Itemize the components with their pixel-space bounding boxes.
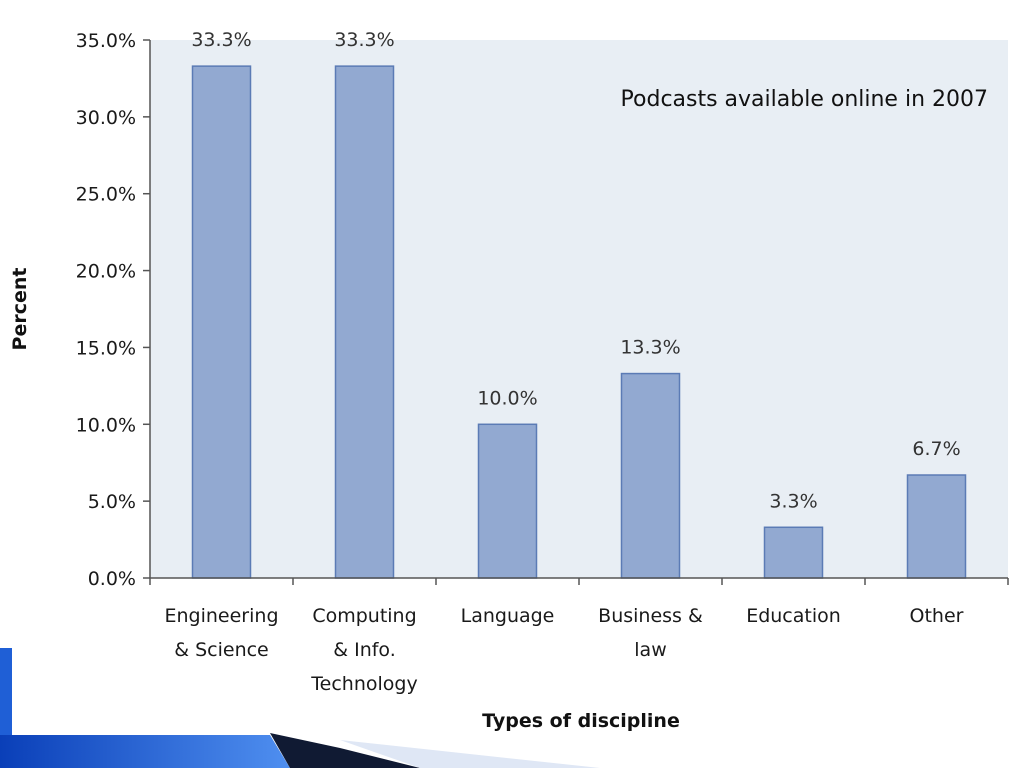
x-tick-label: Language <box>461 605 555 627</box>
y-tick-label: 15.0% <box>76 337 136 359</box>
y-tick-label: 30.0% <box>76 107 136 129</box>
data-label: 33.3% <box>334 29 394 51</box>
decor-bottom-band <box>0 735 290 768</box>
x-tick-label: Business & law <box>598 605 703 661</box>
x-axis-title: Types of discipline <box>482 710 680 732</box>
data-label: 13.3% <box>620 337 680 359</box>
y-tick-label: 5.0% <box>88 491 136 513</box>
y-tick-label: 20.0% <box>76 261 136 283</box>
y-tick-label: 35.0% <box>76 30 136 52</box>
data-label: 33.3% <box>191 29 251 51</box>
data-label: 6.7% <box>912 438 960 460</box>
decor-light-swoosh <box>340 740 600 768</box>
chart-title: Podcasts available online in 2007 <box>621 87 988 112</box>
axes <box>143 39 1009 585</box>
slide-decoration <box>0 648 600 768</box>
y-axis-title: Percent <box>9 268 31 351</box>
y-tick-label: 0.0% <box>88 568 136 590</box>
data-label: 10.0% <box>477 387 537 409</box>
bar <box>906 474 967 579</box>
x-tick-label: Engineering & Science <box>165 605 279 661</box>
x-tick-label: Education <box>746 605 841 627</box>
x-tick-label: Computing & Info. Technology <box>310 605 417 695</box>
y-tick-label: 10.0% <box>76 414 136 436</box>
decor-dark-swoosh <box>270 733 420 768</box>
y-tick-label: 25.0% <box>76 184 136 206</box>
bar <box>763 526 824 579</box>
labels: 0.0% 5.0% 10.0% 15.0% 20.0% 25.0% 30.0% 35.0% En… <box>76 29 964 695</box>
data-label: 3.3% <box>769 490 817 512</box>
bar-series <box>191 65 967 579</box>
x-tick-label: Other <box>910 605 964 627</box>
bar <box>334 65 395 579</box>
bar <box>620 372 681 579</box>
bar <box>191 65 252 579</box>
bar <box>477 423 538 579</box>
plot-area-background <box>150 40 1008 578</box>
